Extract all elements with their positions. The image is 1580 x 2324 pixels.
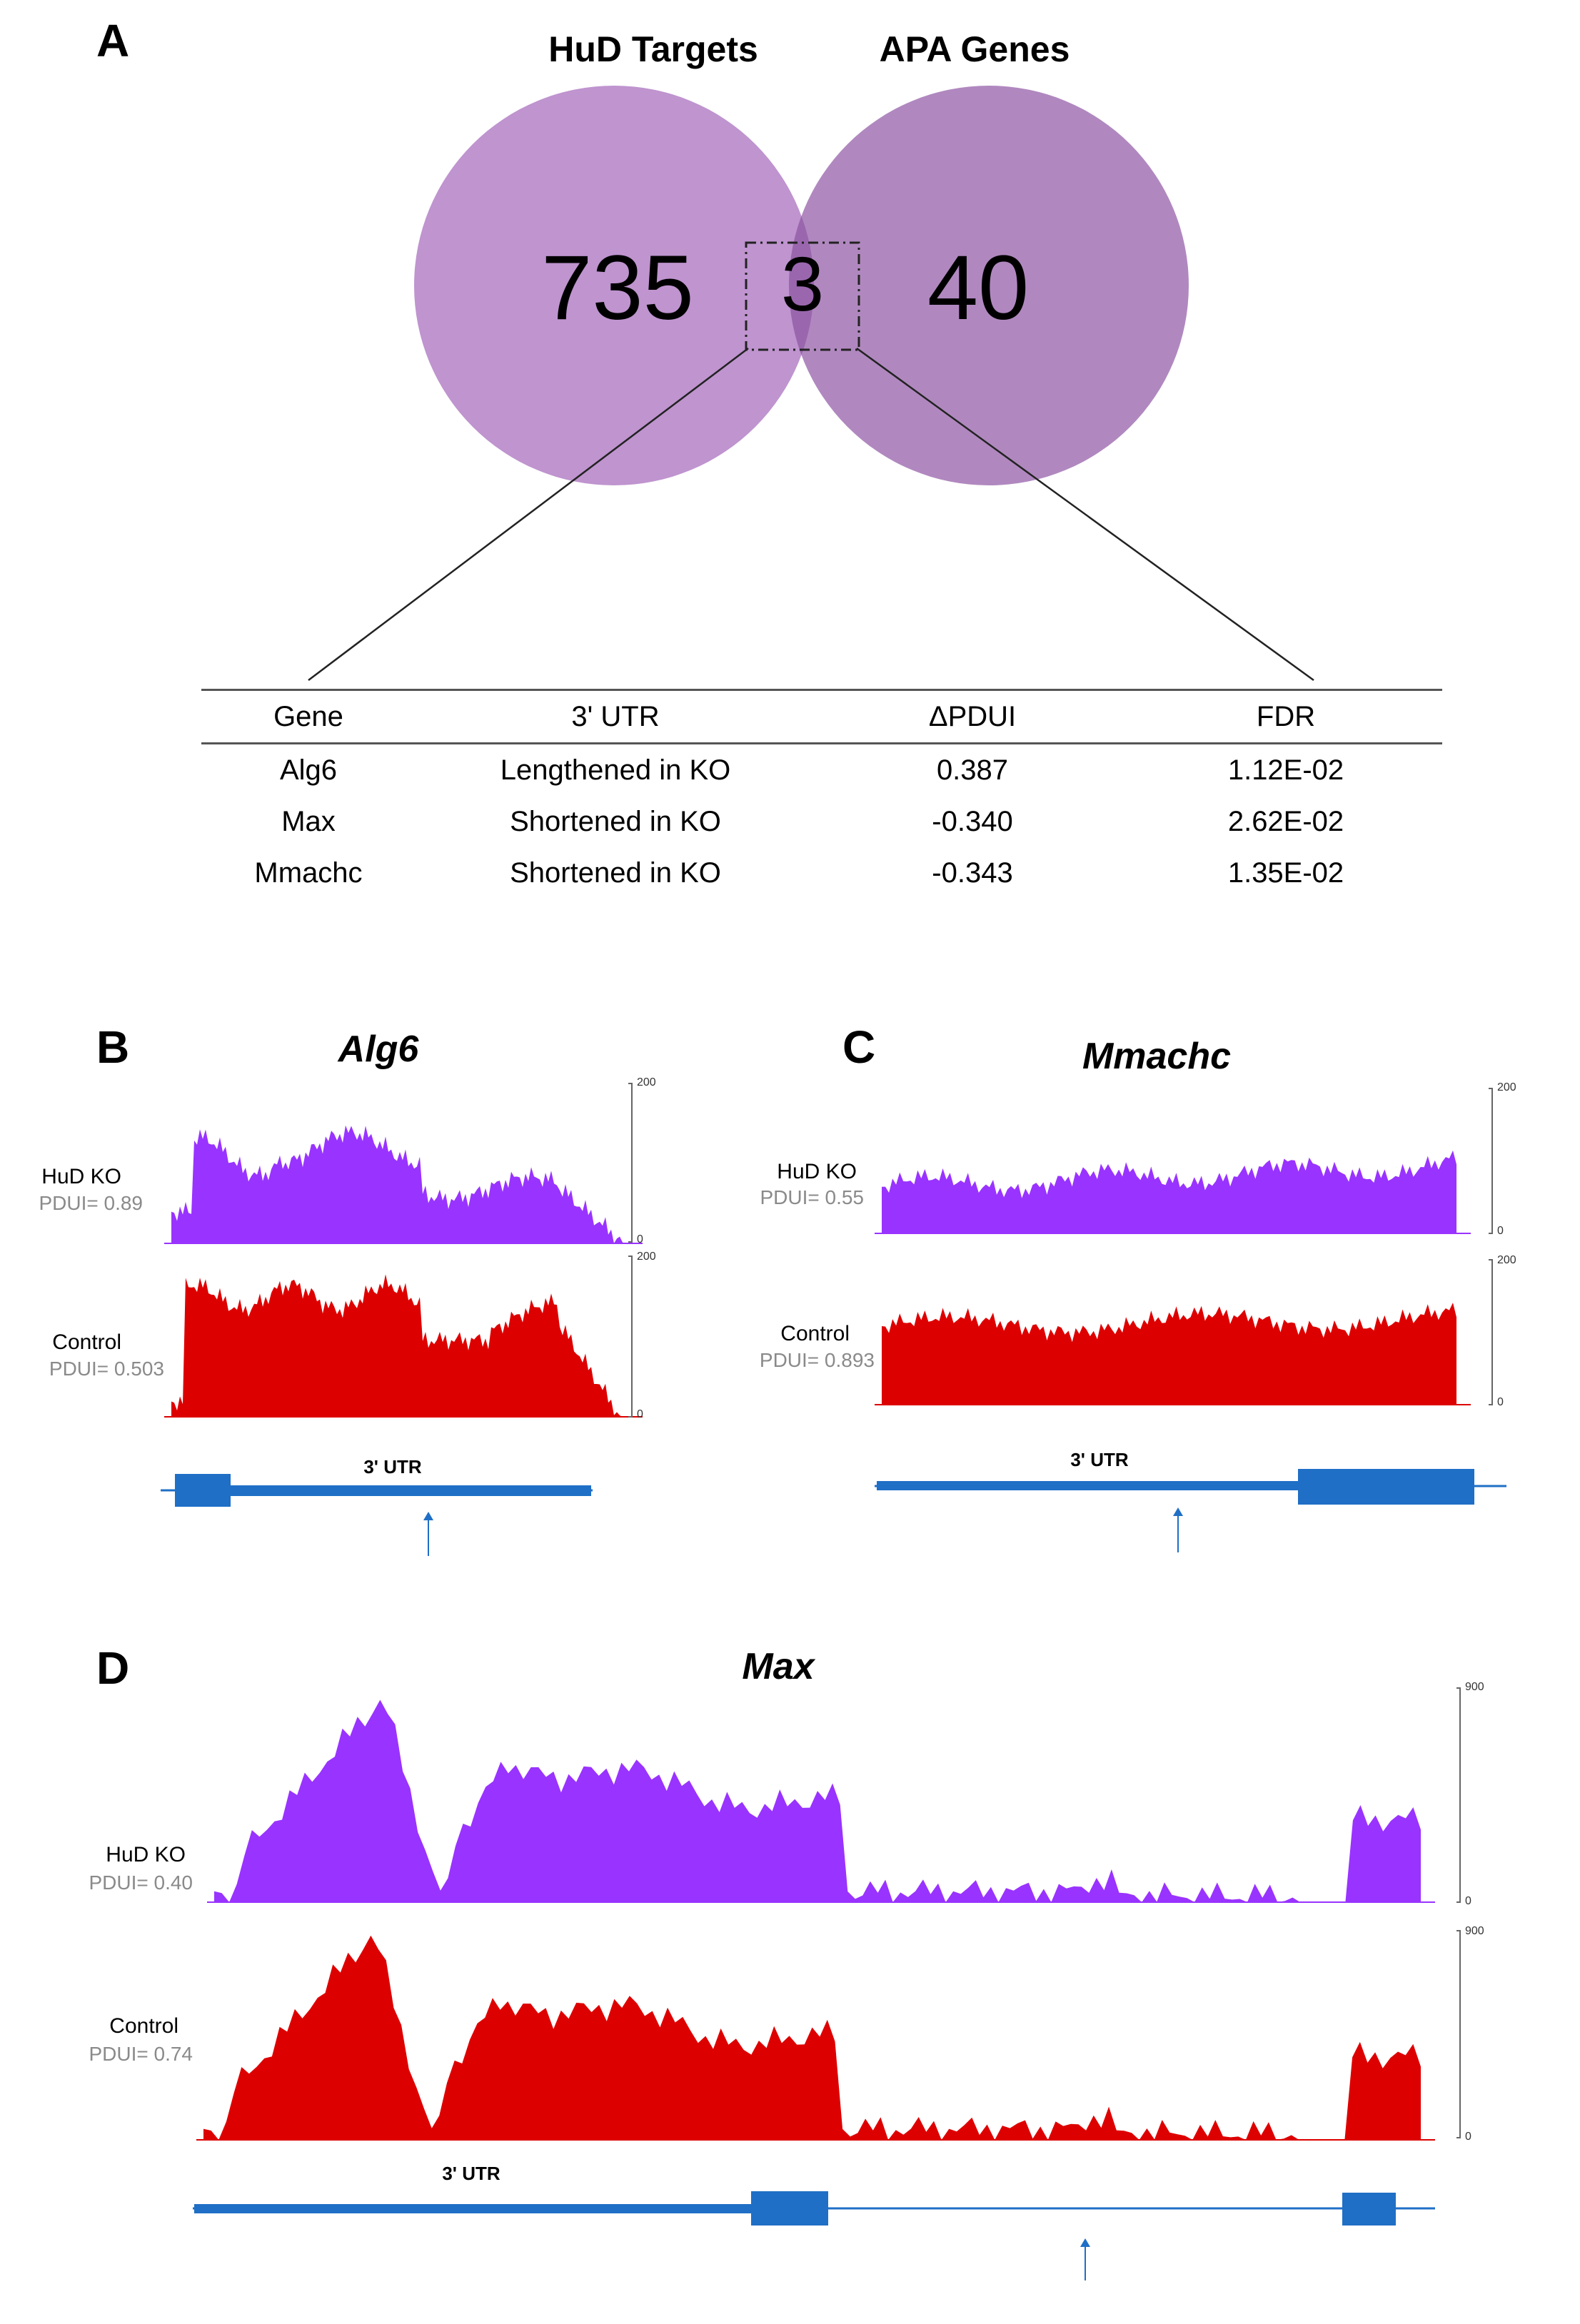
track-pdui-hud-ko: PDUI= 0.40	[89, 1871, 193, 1894]
panel-c-letter: C	[842, 1021, 876, 1073]
gene-model-mmachc	[875, 1469, 1506, 1552]
track-pdui-control: PDUI= 0.74	[89, 2043, 193, 2065]
cell: -0.340	[932, 805, 1013, 837]
scale-min-label: 0	[637, 1408, 643, 1420]
col-utr: 3' UTR	[571, 700, 660, 732]
track-pdui-control: PDUI= 0.893	[759, 1349, 875, 1371]
table-row: Mmachc Shortened in KO -0.343 1.35E-02	[201, 847, 1442, 899]
scale-min-label: 0	[1497, 1396, 1504, 1408]
track-name-control: Control	[780, 1322, 850, 1345]
coverage-alg6-control	[171, 1274, 628, 1417]
panel-c-gene-title: Mmachc	[1082, 1036, 1232, 1077]
cell: 2.62E-02	[1227, 805, 1344, 837]
track-name-hud-ko: HuD KO	[106, 1843, 186, 1866]
cell: Shortened in KO	[510, 857, 721, 889]
scale-min-label: 0	[637, 1233, 643, 1246]
track-pdui-hud-ko: PDUI= 0.89	[39, 1192, 143, 1214]
coverage-mmachc-hud-ko	[882, 1150, 1456, 1233]
track-pdui-control: PDUI= 0.503	[49, 1358, 164, 1380]
scale-max-label: 200	[637, 1251, 656, 1263]
track-pdui-hud-ko: PDUI= 0.55	[760, 1186, 864, 1208]
overlap-genes-table: Gene 3' UTR ΔPDUI FDR Alg6 Lengthened in…	[201, 689, 1442, 899]
scale-max-label: 900	[1465, 1925, 1484, 1937]
panel-d-gene-title: Max	[742, 1646, 815, 1687]
col-gene: Gene	[273, 700, 343, 732]
table-row: Alg6 Lengthened in KO 0.387 1.12E-02	[201, 744, 1442, 797]
cell: 0.387	[936, 754, 1009, 786]
cell: Lengthened in KO	[500, 754, 731, 786]
track-name-hud-ko: HuD KO	[41, 1165, 121, 1188]
coverage-mmachc-control	[882, 1303, 1456, 1405]
cell: 1.35E-02	[1227, 857, 1344, 889]
gene-model-max	[193, 2191, 1435, 2280]
overlap-highlight-box	[745, 241, 860, 351]
panel-d-letter: D	[96, 1642, 130, 1694]
coverage-max-control	[203, 1935, 1421, 2140]
track-name-control: Control	[52, 1330, 121, 1354]
coverage-max-hud-ko	[214, 1699, 1421, 1902]
panel-b-letter: B	[96, 1021, 130, 1073]
col-dpdui: ΔPDUI	[928, 700, 1017, 732]
zoom-line-right	[856, 347, 1314, 682]
scale-min-label: 0	[1497, 1225, 1504, 1237]
panel-a-letter: A	[96, 15, 130, 66]
scale-max-label: 200	[1497, 1254, 1516, 1266]
venn-right-label: APA Genes	[879, 29, 1070, 69]
track-name-hud-ko: HuD KO	[777, 1160, 857, 1183]
table-header-row: Gene 3' UTR ΔPDUI FDR	[201, 689, 1442, 744]
cell: -0.343	[932, 857, 1013, 889]
cell: Alg6	[279, 754, 338, 786]
cell: Mmachc	[254, 857, 363, 889]
utr-label-alg6: 3' UTR	[363, 1456, 422, 1477]
venn-left-circle	[414, 86, 814, 485]
col-fdr: FDR	[1256, 700, 1316, 732]
cell: Shortened in KO	[510, 805, 721, 837]
cell: Max	[281, 805, 336, 837]
utr-label-mmachc: 3' UTR	[1070, 1449, 1129, 1470]
coverage-alg6-hud-ko	[171, 1125, 628, 1243]
scale-bars	[628, 1083, 1493, 2138]
zoom-line-left	[308, 348, 749, 681]
scale-min-label: 0	[1465, 2131, 1471, 2143]
cell: 1.12E-02	[1227, 754, 1344, 786]
utr-label-max: 3' UTR	[442, 2163, 500, 2184]
track-name-control: Control	[109, 2014, 178, 2038]
venn-right-circle	[789, 86, 1189, 485]
table-row: Max Shortened in KO -0.340 2.62E-02	[201, 796, 1442, 847]
venn-overlap-count: 3	[780, 241, 825, 327]
scale-max-label: 200	[1497, 1081, 1516, 1093]
venn-left-label: HuD Targets	[548, 29, 758, 69]
scale-min-label: 0	[1465, 1895, 1471, 1907]
scale-max-label: 200	[637, 1076, 656, 1088]
gene-model-alg6	[161, 1474, 593, 1556]
scale-max-label: 900	[1465, 1681, 1484, 1693]
venn-right-only-count: 40	[927, 237, 1030, 339]
panel-b-gene-title: Alg6	[338, 1029, 419, 1070]
venn-left-only-count: 735	[541, 237, 694, 339]
